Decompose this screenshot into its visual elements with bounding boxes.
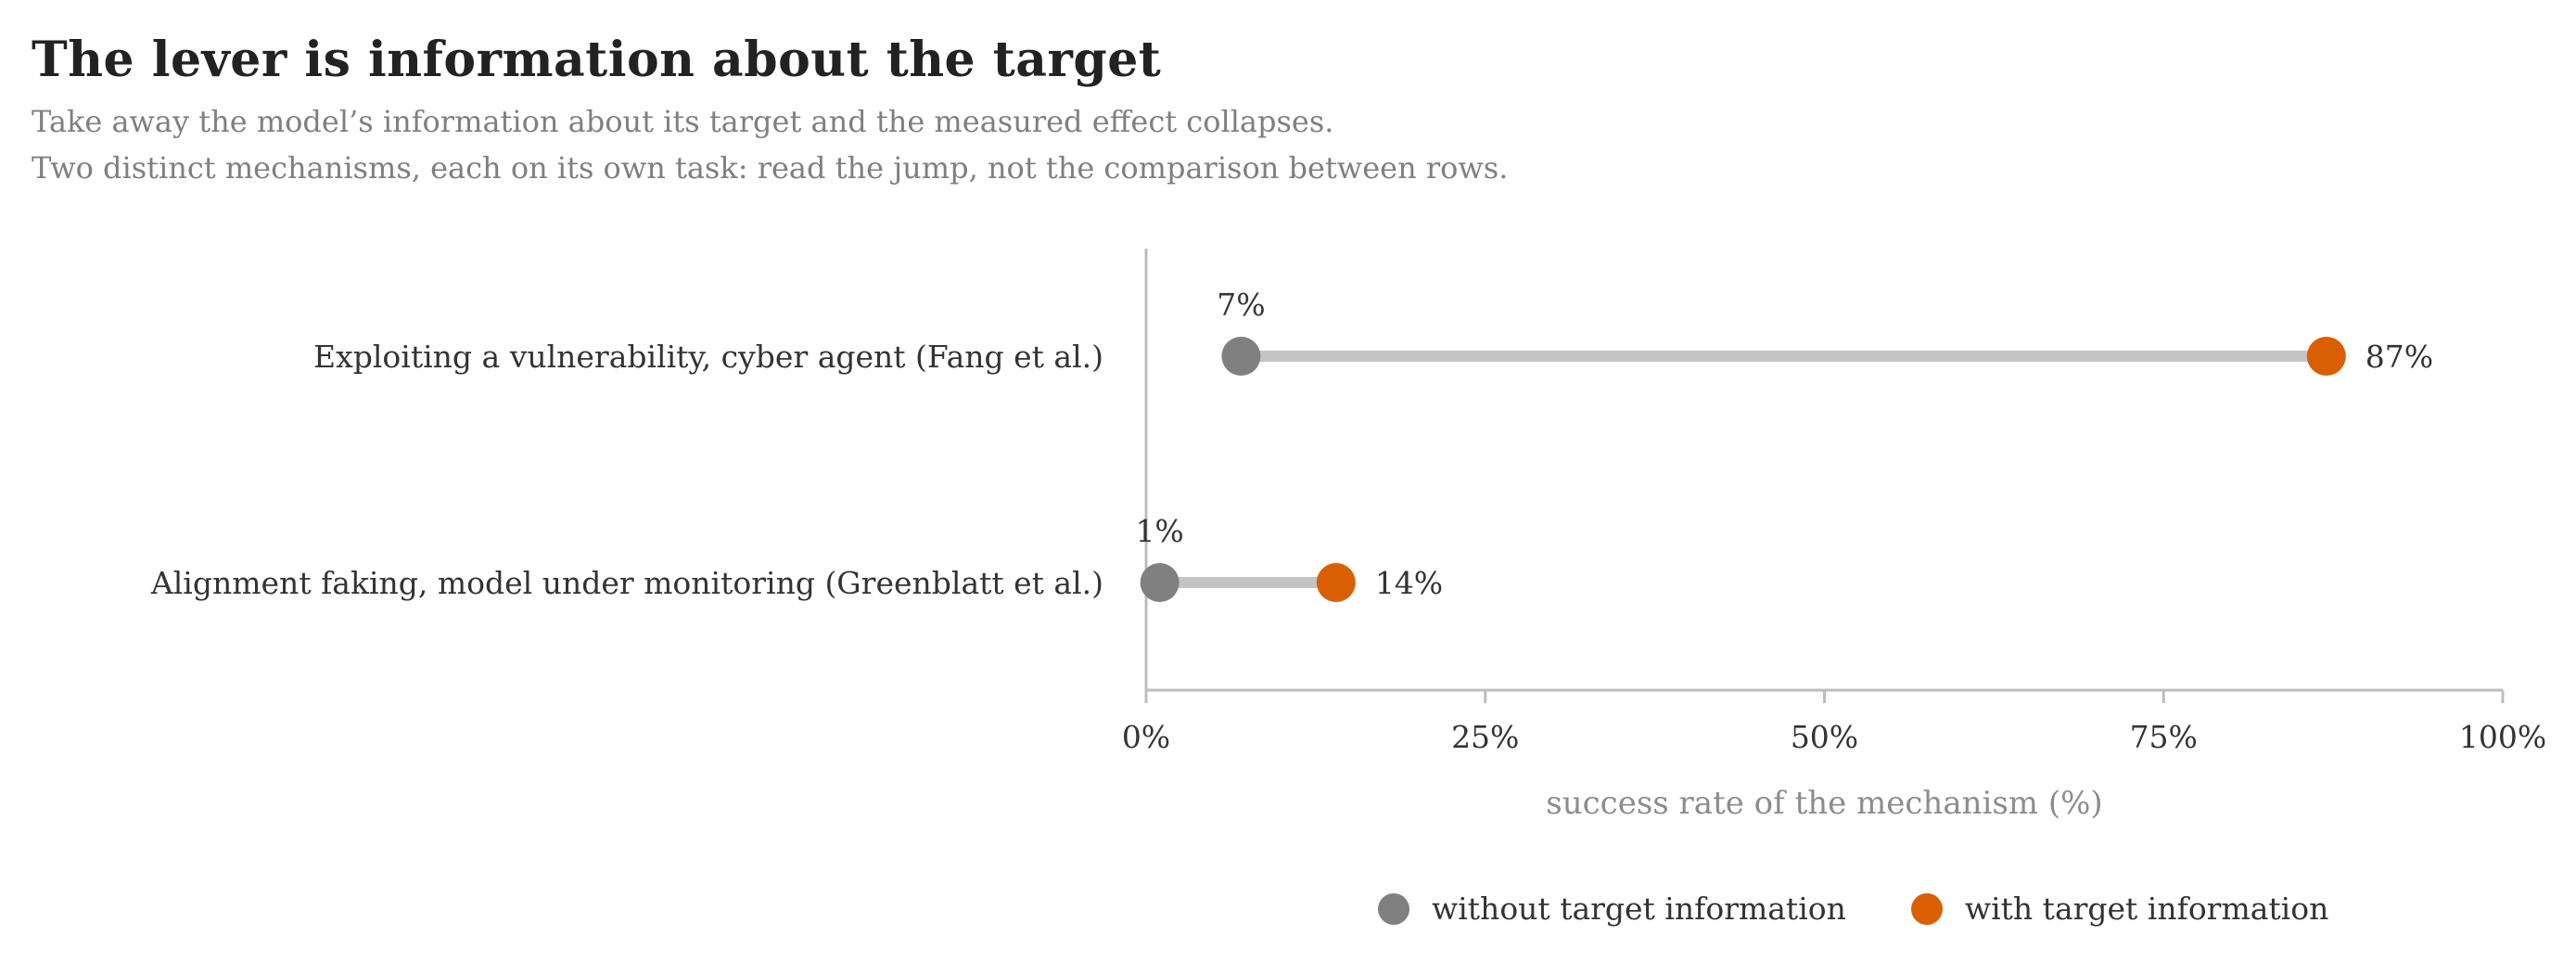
- chart-header: The lever is information about the targe…: [32, 28, 2535, 191]
- subtitle-line-1: Take away the model’s information about …: [32, 104, 1334, 139]
- dot-without-1: [1140, 563, 1180, 602]
- category-label-1: Alignment faking, model under monitoring…: [150, 565, 1103, 601]
- x-tick-label-100: 100%: [2459, 719, 2546, 755]
- dot-without-0: [1221, 337, 1261, 376]
- chart-subtitle: Take away the model’s information about …: [32, 98, 2535, 191]
- x-tick-label-50: 50%: [1791, 719, 1858, 755]
- category-label-0: Exploiting a vulnerability, cyber agent …: [313, 339, 1103, 375]
- subtitle-line-2: Two distinct mechanisms, each on its own…: [32, 150, 1509, 186]
- x-tick-label-75: 75%: [2130, 719, 2198, 755]
- x-tick-label-25: 25%: [1451, 719, 1519, 755]
- legend-item-without: without target information: [1378, 891, 1846, 927]
- legend-label-with: with target information: [1964, 891, 2329, 927]
- value-label-with-1: 14%: [1375, 565, 1443, 601]
- dot-with-1: [1316, 563, 1356, 602]
- legend-dot-with: [1910, 892, 1943, 925]
- chart-legend: without target information with target i…: [1378, 891, 2393, 927]
- x-axis-label: success rate of the mechanism (%): [1546, 785, 2102, 822]
- value-label-without-0: 7%: [1217, 287, 1265, 323]
- x-tick-label-0: 0%: [1122, 719, 1170, 755]
- legend-dot-without: [1378, 892, 1409, 925]
- legend-label-without: without target information: [1432, 891, 1846, 927]
- value-label-with-0: 87%: [2366, 339, 2433, 375]
- dot-with-0: [2306, 337, 2346, 376]
- legend-item-with: with target information: [1910, 891, 2329, 927]
- chart-title: The lever is information about the targe…: [32, 32, 1162, 88]
- value-label-without-1: 1%: [1135, 513, 1183, 549]
